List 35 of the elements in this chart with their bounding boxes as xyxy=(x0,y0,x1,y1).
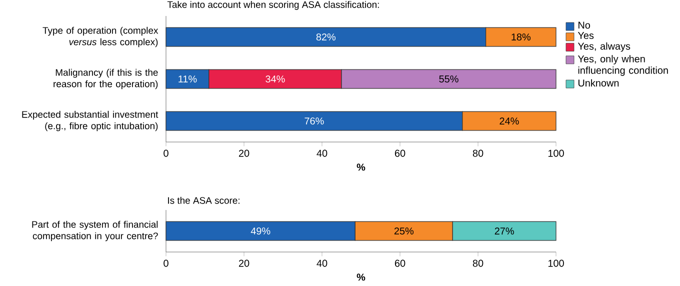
data-label: 76% xyxy=(304,117,324,125)
x-tick-label: 40 xyxy=(316,260,328,267)
x-axis-title: % xyxy=(356,274,366,281)
data-label: 49% xyxy=(250,227,270,235)
x-tick-label: 60 xyxy=(394,150,406,157)
data-label: 82% xyxy=(316,33,336,41)
x-tick-label: 20 xyxy=(238,260,250,267)
data-label: 11% xyxy=(178,76,197,82)
legend-label: Yes, always xyxy=(578,42,630,52)
data-label: 34% xyxy=(266,75,285,83)
data-label: 24% xyxy=(500,117,519,125)
x-tick-label: 60 xyxy=(394,260,406,267)
y-tick-label: Expected substantial investment (e.g., fibre optic intubation) xyxy=(22,110,158,132)
x-tick-label: 0 xyxy=(164,260,168,267)
x-tick-label: 20 xyxy=(238,150,250,157)
y-tick-label: Type of operation (complex versus less complex) xyxy=(42,26,158,48)
x-tick-label: 80 xyxy=(472,150,484,157)
legend-label: No xyxy=(578,22,590,29)
x-tick-label: 40 xyxy=(316,150,328,157)
x-tick-label: 100 xyxy=(548,260,564,267)
data-label: 27% xyxy=(494,227,514,235)
y-tick-label: Malignancy (if this is the reason for the operation) xyxy=(54,68,158,90)
legend-label: Unknown xyxy=(578,79,619,87)
data-label: 18% xyxy=(512,33,531,41)
data-label: 55% xyxy=(439,75,458,82)
x-tick-label: 0 xyxy=(164,150,168,157)
chart-title: Is the ASA score: xyxy=(168,196,240,204)
y-tick-label: Part of the system of financial compensation in your centre? xyxy=(32,220,158,242)
legend-label: Yes, only when influencing condition xyxy=(578,55,668,76)
x-tick-label: 100 xyxy=(548,150,564,157)
chart-title: Take into account when scoring ASA classification: xyxy=(167,1,379,10)
legend-label: Yes xyxy=(578,32,594,39)
x-axis-title: % xyxy=(356,164,366,171)
x-tick-label: 80 xyxy=(472,260,484,267)
data-label: 25% xyxy=(394,227,414,235)
